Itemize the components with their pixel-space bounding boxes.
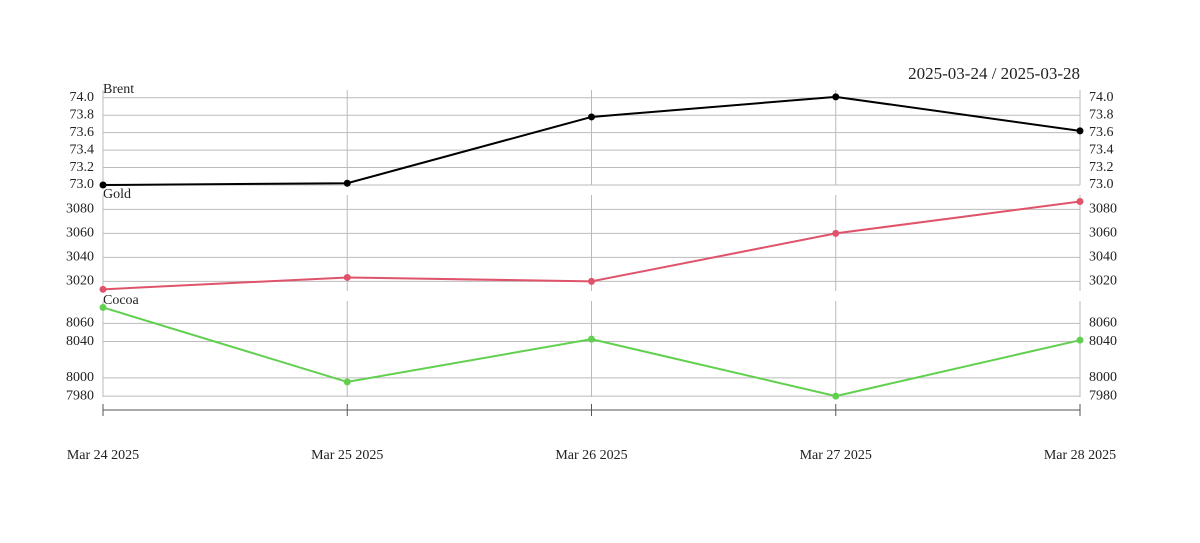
y2-tick-label: 73.2 [1089,160,1114,175]
y2-tick-label: 7980 [1089,388,1117,403]
y-tick-label: 73.6 [70,125,95,140]
point [588,335,595,343]
x-tick-label: Mar 28 2025 [1044,448,1116,463]
y-tick-label: 8000 [66,370,94,385]
y-tick-label: 8060 [66,316,94,331]
y2-tick-label: 3020 [1089,274,1117,289]
y2-tick-label: 8000 [1089,370,1117,385]
point [99,181,107,189]
point [99,285,107,293]
y2-tick-label: 3040 [1089,250,1117,265]
point [99,303,107,311]
panel-title: Cocoa [103,293,140,308]
y-tick-label: 73.2 [70,160,95,175]
y-tick-label: 8040 [66,334,94,349]
y2-tick-label: 73.4 [1089,142,1114,157]
y2-tick-label: 73.8 [1089,107,1114,122]
point [1076,127,1084,135]
y2-tick-label: 73.6 [1089,125,1114,140]
y-tick-label: 3040 [66,250,94,265]
y2-tick-label: 3080 [1089,202,1117,217]
x-tick-label: Mar 24 2025 [67,448,139,463]
y2-tick-label: 73.0 [1089,177,1114,192]
point [832,93,840,101]
point [343,378,351,386]
point [588,277,595,285]
y-tick-label: 3020 [66,274,94,289]
point [832,392,840,400]
y2-tick-label: 8060 [1089,316,1117,331]
range-label: 2025-03-24 / 2025-03-28 [908,64,1080,83]
point [343,179,351,187]
point [1076,336,1084,344]
panel-title: Gold [103,187,131,202]
y-tick-label: 73.8 [70,107,95,122]
point [343,273,351,281]
y-tick-label: 3080 [66,202,94,217]
panel-title: Brent [103,82,134,97]
point [588,113,595,121]
y-tick-label: 73.0 [70,177,95,192]
y-tick-label: 3060 [66,226,94,241]
y-tick-label: 74.0 [70,90,95,105]
y-tick-label: 7980 [66,388,94,403]
point [1076,197,1084,205]
y2-tick-label: 8040 [1089,334,1117,349]
point [832,229,840,237]
y2-tick-label: 74.0 [1089,90,1114,105]
x-tick-label: Mar 26 2025 [555,448,627,463]
y2-tick-label: 3060 [1089,226,1117,241]
y-tick-label: 73.4 [70,142,95,157]
x-tick-label: Mar 25 2025 [311,448,383,463]
x-tick-label: Mar 27 2025 [800,448,872,463]
